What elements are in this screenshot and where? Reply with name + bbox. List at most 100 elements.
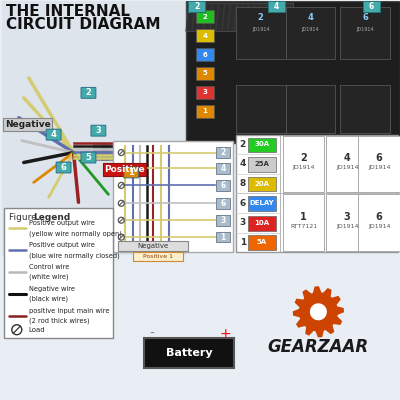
Bar [186, 1, 400, 142]
Bar [340, 85, 390, 133]
FancyBboxPatch shape [56, 162, 71, 173]
Bar [133, 142, 141, 160]
Text: Control wire: Control wire [29, 264, 69, 270]
Text: Negative: Negative [5, 120, 51, 129]
Text: (2 rod thick wires): (2 rod thick wires) [29, 318, 89, 324]
Text: 3: 3 [96, 126, 101, 135]
Text: 6: 6 [220, 181, 226, 190]
Text: Battery: Battery [166, 348, 212, 358]
Text: Load: Load [29, 327, 45, 333]
Text: 6: 6 [368, 2, 374, 11]
Text: 20A: 20A [254, 180, 269, 186]
Bar [196, 105, 214, 118]
Text: Positive 1: Positive 1 [143, 254, 173, 259]
Text: JD1914: JD1914 [302, 27, 319, 32]
Bar [149, 142, 157, 160]
Text: 5: 5 [86, 153, 91, 162]
Text: 4: 4 [220, 164, 226, 173]
Bar [118, 241, 188, 251]
Bar [2, 1, 186, 255]
Bar [196, 86, 214, 99]
Text: 6: 6 [240, 199, 246, 208]
Bar [141, 142, 149, 160]
Text: Positive: Positive [104, 165, 145, 174]
Text: THE INTERNAL: THE INTERNAL [6, 4, 130, 19]
FancyBboxPatch shape [103, 163, 146, 176]
FancyBboxPatch shape [363, 1, 380, 12]
Bar [326, 136, 368, 192]
Bar [236, 7, 286, 59]
Bar [282, 194, 324, 251]
Text: JD1914: JD1914 [368, 224, 390, 229]
Text: 6: 6 [376, 212, 382, 222]
Bar [165, 142, 173, 160]
Bar [101, 142, 109, 160]
Text: 2: 2 [86, 88, 91, 97]
Text: 5A: 5A [256, 239, 267, 245]
Text: Positive output wire: Positive output wire [29, 242, 95, 248]
FancyBboxPatch shape [81, 87, 96, 98]
Bar [248, 216, 276, 230]
Text: 4: 4 [344, 153, 351, 163]
FancyBboxPatch shape [216, 147, 230, 158]
Bar [196, 67, 214, 80]
Text: 1: 1 [300, 212, 307, 222]
Text: 2: 2 [202, 14, 207, 20]
FancyBboxPatch shape [46, 129, 61, 140]
FancyBboxPatch shape [216, 180, 230, 191]
Bar [248, 138, 276, 152]
Text: 3: 3 [220, 216, 226, 225]
Text: +: + [220, 327, 232, 341]
Circle shape [308, 301, 329, 323]
Text: GEARZAAR: GEARZAAR [268, 338, 369, 356]
Text: (white wire): (white wire) [29, 274, 68, 280]
Text: 1: 1 [128, 168, 134, 177]
Bar [94, 142, 101, 160]
Text: 4: 4 [51, 130, 56, 139]
Bar [4, 208, 113, 338]
Text: Negative: Negative [138, 243, 169, 249]
Text: Negative wire: Negative wire [29, 286, 75, 292]
Text: 2: 2 [194, 2, 200, 11]
Bar [248, 157, 276, 172]
Text: 6: 6 [362, 13, 368, 22]
Text: 25A: 25A [254, 161, 269, 167]
Text: 1: 1 [220, 233, 226, 242]
Text: JD1914: JD1914 [336, 166, 358, 170]
Bar [236, 135, 398, 252]
Text: 8: 8 [240, 179, 246, 188]
Bar [326, 194, 368, 251]
Bar [286, 85, 335, 133]
Text: JD1914: JD1914 [292, 166, 315, 170]
FancyBboxPatch shape [124, 167, 139, 178]
Text: Figure: Figure [9, 213, 40, 222]
Bar [133, 252, 183, 261]
FancyBboxPatch shape [216, 215, 230, 226]
Text: positive input main wire: positive input main wire [29, 308, 109, 314]
FancyBboxPatch shape [3, 118, 52, 131]
Bar [358, 194, 400, 251]
Bar [236, 85, 286, 133]
FancyBboxPatch shape [216, 232, 230, 242]
Bar [358, 136, 400, 192]
Text: Legend: Legend [33, 213, 70, 222]
Text: 2: 2 [240, 140, 246, 149]
Text: 30A: 30A [254, 142, 269, 148]
Text: 4: 4 [202, 32, 208, 38]
Bar [248, 196, 276, 211]
Text: 10A: 10A [254, 220, 269, 226]
Text: -: - [150, 327, 154, 341]
Bar [109, 142, 117, 160]
Text: 4: 4 [308, 13, 313, 22]
Bar [144, 338, 234, 368]
Text: 2: 2 [300, 153, 307, 163]
Text: 1: 1 [202, 108, 207, 114]
Text: RTT7121: RTT7121 [290, 224, 317, 229]
Text: JD1914: JD1914 [368, 166, 390, 170]
FancyBboxPatch shape [216, 163, 230, 174]
Text: 5: 5 [202, 70, 207, 76]
FancyBboxPatch shape [268, 1, 285, 12]
FancyBboxPatch shape [91, 125, 106, 136]
Bar [113, 141, 233, 252]
Text: CIRCUIT DIAGRAM: CIRCUIT DIAGRAM [6, 17, 160, 32]
